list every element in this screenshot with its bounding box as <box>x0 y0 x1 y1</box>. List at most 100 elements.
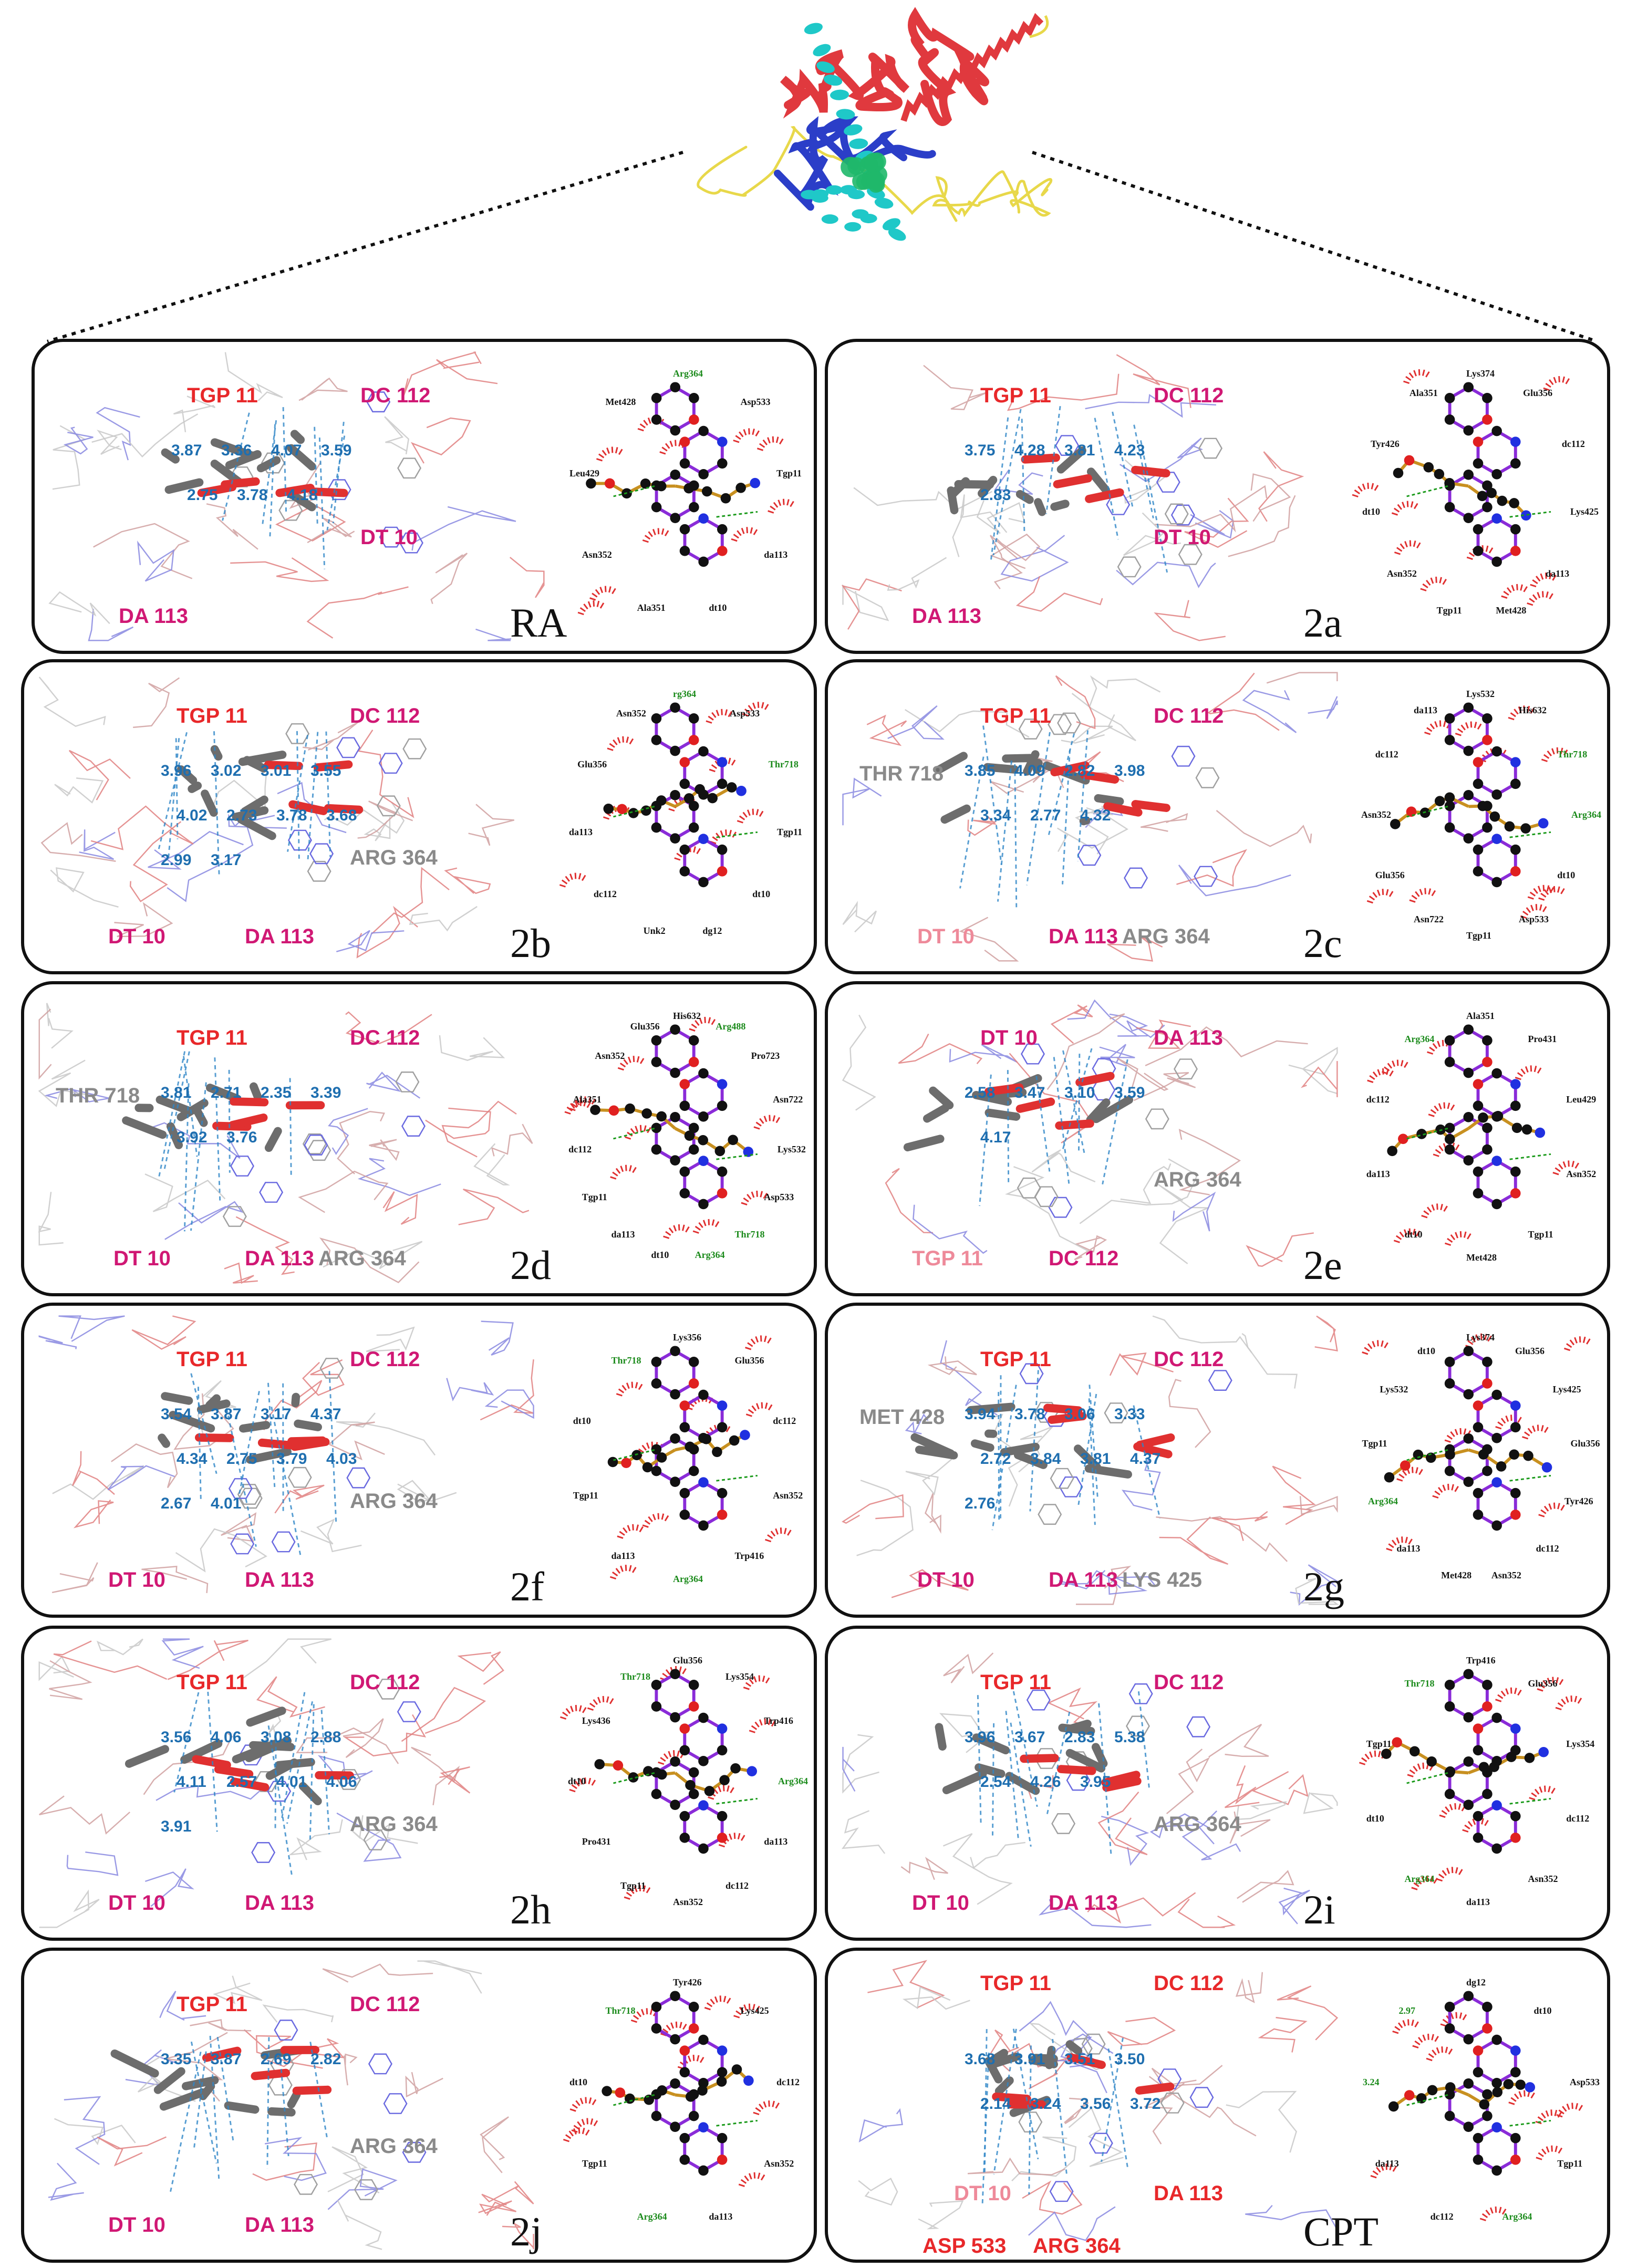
docking-panel-2j: TGP 11 DC 112 ARG 364 DT 10 DA 113 3.35 3.87 2.… <box>21 1948 817 2263</box>
interaction-residue: Thr718 <box>768 759 799 770</box>
interaction-residue: Glu356 <box>1523 387 1553 398</box>
distance-label: 3.78 <box>237 486 268 504</box>
residue-label: TGP 11 <box>980 384 1051 407</box>
interaction-residue: 3.24 <box>1363 2077 1380 2088</box>
interaction-residue: dt10 <box>1557 870 1576 880</box>
distance-label: 3.59 <box>321 442 352 459</box>
interaction-residue: Thr718 <box>605 2005 636 2016</box>
residue-label: TGP 11 <box>980 704 1051 727</box>
distance-label: 3.87 <box>171 442 202 459</box>
panel-artwork <box>842 672 1568 962</box>
interaction-residue: dc112 <box>776 2077 800 2088</box>
interaction-residue: Lys425 <box>1570 506 1599 517</box>
distance-label: 4.06 <box>211 1729 242 1746</box>
residue-label: DC 112 <box>1154 1972 1224 1995</box>
distance-label: 2.73 <box>226 807 257 824</box>
residue-label: ARG 364 <box>1033 2234 1121 2257</box>
residue-label: DA 113 <box>245 1568 314 1591</box>
residue-label: DT 10 <box>917 925 975 948</box>
panel-artwork <box>842 1315 1591 1606</box>
interaction-residue: dc112 <box>1375 749 1398 760</box>
interaction-residue: Tgp11 <box>1366 1738 1392 1749</box>
interaction-residue: Thr718 <box>611 1355 641 1366</box>
interaction-residue: 2.97 <box>1398 2005 1415 2016</box>
distance-label: 3.08 <box>261 1729 292 1746</box>
interaction-residue: Lys374 <box>1466 368 1495 379</box>
interaction-residue: Lys354 <box>1566 1738 1595 1749</box>
distance-label: 4.06 <box>326 1773 357 1791</box>
interaction-residue: Glu356 <box>673 1655 703 1666</box>
panel-artwork <box>841 354 1570 641</box>
residue-label: DA 113 <box>245 925 314 948</box>
panel-label: 2g <box>1303 1564 1344 1609</box>
residue-label: TGP 11 <box>912 1247 983 1270</box>
distance-label: 3.36 <box>221 442 252 459</box>
interaction-residue: Met428 <box>605 396 636 407</box>
interaction-residue: Ala351 <box>1409 387 1438 398</box>
distance-label: 2.35 <box>261 1084 292 1101</box>
panel-artwork <box>38 1638 776 1928</box>
distance-label: 3.06 <box>1064 1406 1095 1423</box>
docking-panel-2c: TGP 11 DC 112 THR 718 ARG 364 DT 10 DA 113 3.8… <box>825 659 1610 974</box>
distance-label: 3.17 <box>261 1406 292 1423</box>
distance-label: 3.02 <box>211 762 242 779</box>
interaction-residue: Pro431 <box>582 1836 611 1847</box>
distance-label: 3.78 <box>276 807 307 824</box>
distance-label: 3.68 <box>326 807 357 824</box>
residue-label: DC 112 <box>350 1993 420 2016</box>
distance-label: 3.67 <box>1014 1729 1045 1746</box>
distance-label: 3.92 <box>177 1129 208 1146</box>
interaction-residue: Tgp11 <box>1362 1438 1387 1449</box>
interaction-residue: Arg364 <box>673 368 703 379</box>
residue-label: TGP 11 <box>177 1671 247 1694</box>
residue-label: DT 10 <box>980 1026 1038 1049</box>
interaction-residue: dc112 <box>1430 2211 1454 2222</box>
interaction-residue: Lys356 <box>673 1332 702 1343</box>
interaction-residue: Asp533 <box>730 708 760 719</box>
interaction-residue: da113 <box>1466 1897 1490 1907</box>
interaction-residue: dc112 <box>1536 1543 1559 1554</box>
interaction-residue: dg12 <box>702 925 722 936</box>
distance-label: 3.79 <box>276 1450 307 1468</box>
distance-label: 3.98 <box>1114 762 1145 779</box>
residue-label: MET 428 <box>859 1406 945 1429</box>
interaction-residue: Lys532 <box>1380 1384 1408 1395</box>
interaction-residue: Glu356 <box>1570 1438 1600 1449</box>
interaction-residue: Trp416 <box>1466 1655 1496 1666</box>
distance-label: 2.83 <box>1064 1729 1095 1746</box>
interaction-residue: Lys436 <box>582 1715 610 1726</box>
distance-label: 3.84 <box>1030 1450 1061 1468</box>
residue-label: TGP 11 <box>177 1026 247 1049</box>
interaction-residue: Pro431 <box>1528 1033 1557 1044</box>
interaction-residue: Lys374 <box>1466 1332 1495 1343</box>
interaction-residue: Met428 <box>1441 1570 1472 1581</box>
distance-label: 3.24 <box>1030 2095 1061 2113</box>
interaction-residue: Tgp11 <box>776 826 802 837</box>
distance-label: 3.94 <box>965 1406 996 1423</box>
residue-label: DC 112 <box>1154 384 1224 407</box>
distance-label: 2.77 <box>1030 807 1061 824</box>
docking-panel-2h: TGP 11 DC 112 ARG 364 DT 10 DA 113 3.56 4.06 3.… <box>21 1626 817 1941</box>
interaction-residue: dc112 <box>1366 1094 1390 1105</box>
interaction-residue: Tgp11 <box>1557 2158 1583 2169</box>
interaction-residue: dc112 <box>1561 439 1585 450</box>
residue-label: TGP 11 <box>177 1993 247 2016</box>
distance-label: 3.10 <box>1064 1084 1095 1101</box>
distance-label: 3.59 <box>1114 1084 1145 1101</box>
residue-label: ARG 364 <box>350 1813 438 1836</box>
interaction-residue: Arg364 <box>695 1249 725 1260</box>
residue-label: DT 10 <box>1154 526 1211 549</box>
interaction-residue: Glu356 <box>1375 870 1405 880</box>
distance-label: 3.75 <box>965 442 996 459</box>
interaction-residue: Thr718 <box>1557 749 1588 760</box>
residue-label: DC 112 <box>1154 1348 1224 1371</box>
interaction-residue: rg364 <box>673 689 696 699</box>
interaction-residue: dt10 <box>569 2077 588 2088</box>
residue-label: TGP 11 <box>980 1671 1051 1694</box>
docking-panel-2e: DT 10 DA 113 ARG 364 TGP 11 DC 112 2.58 3.47 3.… <box>825 981 1610 1296</box>
distance-label: 2.58 <box>965 1084 996 1101</box>
interaction-residue: dc112 <box>1566 1813 1590 1824</box>
interaction-residue: dt10 <box>1533 2005 1552 2016</box>
distance-label: 3.91 <box>161 1818 192 1835</box>
interaction-residue: da113 <box>611 1229 635 1240</box>
